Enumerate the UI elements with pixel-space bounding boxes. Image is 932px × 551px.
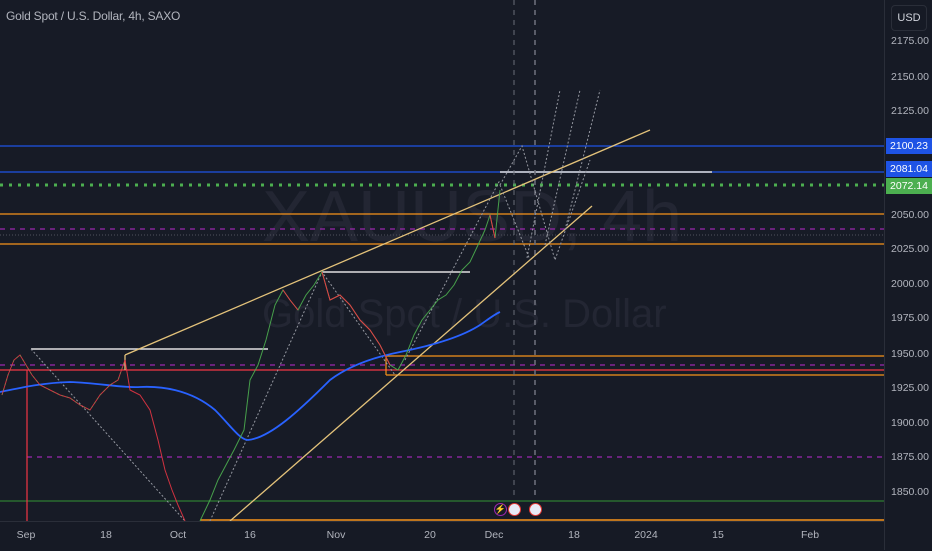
chart-area[interactable]: XAUUSD, 4h Gold Spot / U.S. Dollar [0,0,884,521]
time-axis[interactable]: Sep 18 Oct 16 Nov 20 Dec 18 2024 15 Feb [0,521,884,551]
time-tick: Sep [16,529,36,541]
chart-title: Gold Spot / U.S. Dollar, 4h, SAXO [6,9,181,23]
time-tick: 18 [100,529,112,541]
price-tick: 2025.00 [891,243,929,255]
price-tick: 1900.00 [891,417,929,429]
price-tick: 2050.00 [891,209,929,221]
price-tick: 2125.00 [891,105,929,117]
time-tick: Nov [326,529,346,541]
price-label-2081: 2081.04 [886,161,932,177]
currency-button[interactable]: USD [891,5,927,31]
time-tick: 16 [244,529,256,541]
time-tick: 15 [712,529,724,541]
chart-canvas [0,0,884,521]
price-tick: 1925.00 [891,382,929,394]
price-tick: 1950.00 [891,348,929,360]
price-label-2100: 2100.23 [886,138,932,154]
time-tick: Feb [800,529,820,541]
us-flag-event-icon[interactable] [529,503,542,516]
price-tick: 1975.00 [891,312,929,324]
lightning-event-icon[interactable]: ⚡ [494,503,507,516]
price-tick: 2150.00 [891,71,929,83]
time-tick: 2024 [634,529,658,541]
time-tick: 18 [568,529,580,541]
price-tick: 2000.00 [891,278,929,290]
price-tick: 1850.00 [891,486,929,498]
price-tick: 1875.00 [891,451,929,463]
time-tick: 20 [424,529,436,541]
price-tick: 2175.00 [891,35,929,47]
time-tick: Dec [484,529,504,541]
last-price-label: 2072.14 [886,178,932,194]
us-flag-event-icon[interactable] [508,503,521,516]
time-tick: Oct [169,529,187,541]
price-axis[interactable]: USD 2175.00 2150.00 2125.00 2050.00 2025… [884,0,932,550]
